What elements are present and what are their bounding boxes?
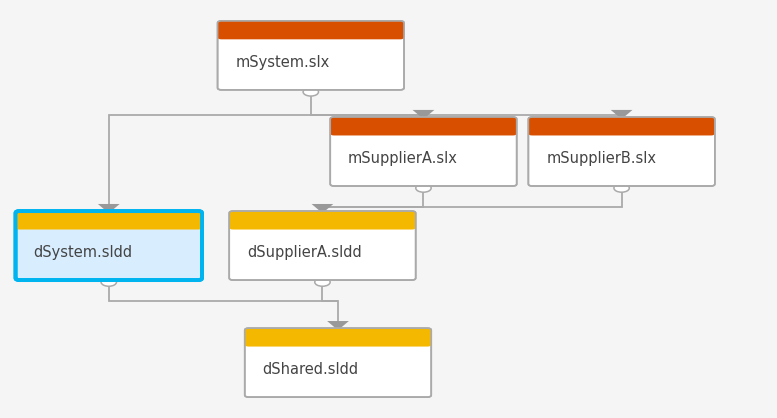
Bar [334, 119, 513, 133]
Text: mSystem.slx: mSystem.slx [235, 55, 329, 70]
Circle shape [614, 184, 629, 192]
FancyBboxPatch shape [330, 117, 517, 186]
Text: mSupplierB.slx: mSupplierB.slx [546, 151, 657, 166]
Circle shape [416, 184, 431, 192]
Bar [233, 213, 412, 227]
FancyBboxPatch shape [330, 117, 517, 135]
FancyBboxPatch shape [16, 211, 202, 280]
Bar [19, 213, 198, 227]
FancyBboxPatch shape [528, 117, 715, 135]
Bar [532, 119, 711, 133]
Text: dSystem.sldd: dSystem.sldd [33, 245, 133, 260]
FancyBboxPatch shape [528, 117, 715, 186]
Polygon shape [611, 110, 632, 119]
FancyBboxPatch shape [16, 211, 202, 229]
FancyBboxPatch shape [245, 328, 431, 397]
Circle shape [303, 88, 319, 96]
FancyBboxPatch shape [218, 21, 404, 39]
Polygon shape [327, 321, 349, 330]
Bar [221, 23, 400, 37]
Circle shape [315, 278, 330, 286]
Polygon shape [98, 204, 120, 213]
Polygon shape [413, 110, 434, 119]
FancyBboxPatch shape [229, 211, 416, 229]
Text: dSupplierA.sldd: dSupplierA.sldd [247, 245, 362, 260]
Bar [249, 330, 427, 344]
FancyBboxPatch shape [245, 328, 431, 347]
Circle shape [101, 278, 117, 286]
FancyBboxPatch shape [218, 21, 404, 90]
Text: dShared.sldd: dShared.sldd [263, 362, 359, 377]
Polygon shape [312, 204, 333, 213]
Text: mSupplierA.slx: mSupplierA.slx [348, 151, 458, 166]
FancyBboxPatch shape [229, 211, 416, 280]
